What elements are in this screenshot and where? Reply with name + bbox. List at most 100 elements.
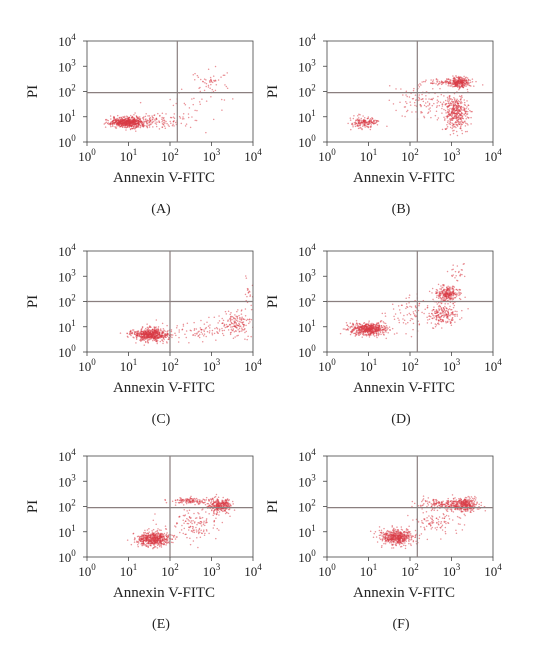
- event-point-d-2: [456, 310, 458, 313]
- event-point-c-1: [250, 318, 253, 321]
- event-point-e-0: [145, 544, 147, 547]
- event-point-b-0: [375, 120, 377, 122]
- event-point-b-2: [465, 122, 467, 124]
- event-point-b-4: [430, 82, 432, 84]
- event-point-b-3: [427, 105, 429, 107]
- event-point-b-0: [377, 120, 379, 122]
- event-point-d-4: [462, 263, 465, 265]
- event-point-a-0: [135, 130, 137, 132]
- event-point-a-0: [144, 115, 147, 118]
- x-tick-label: 103: [443, 147, 461, 164]
- event-point-b-1: [470, 85, 472, 87]
- event-point-b-3: [418, 97, 421, 100]
- event-point-c-0: [138, 334, 140, 336]
- event-point-c-0: [129, 332, 132, 334]
- event-point-b-2: [465, 112, 467, 115]
- event-point-c-2: [194, 334, 196, 337]
- event-point-c-1: [234, 320, 236, 322]
- event-point-c-1: [241, 328, 243, 331]
- event-point-d-0: [365, 334, 368, 337]
- event-point-b-4: [436, 79, 439, 81]
- event-point-d-0: [383, 327, 385, 330]
- event-point-d-3: [431, 327, 434, 329]
- event-point-e-0: [130, 543, 133, 546]
- event-point-c-3: [250, 304, 252, 307]
- event-point-e-0: [156, 539, 158, 541]
- event-point-e-3: [189, 537, 191, 540]
- event-point-e-1: [218, 514, 220, 516]
- event-point-d-1: [454, 293, 456, 296]
- event-point-d-3: [409, 313, 412, 316]
- event-point-a-0: [141, 124, 144, 127]
- event-point-e-0: [139, 536, 141, 539]
- event-point-b-2: [453, 105, 455, 107]
- event-point-e-2: [199, 499, 201, 501]
- event-point-c-0: [166, 335, 169, 338]
- event-point-c-0: [164, 332, 167, 335]
- event-point-a-2: [211, 81, 214, 84]
- event-point-c-2: [176, 325, 178, 327]
- event-point-b-2: [452, 126, 454, 128]
- event-point-d-0: [366, 325, 368, 328]
- event-point-d-1: [446, 289, 449, 292]
- event-point-a-0: [128, 123, 131, 125]
- event-point-e-0: [158, 529, 161, 531]
- event-point-b-0: [355, 122, 358, 124]
- y-tick-label: 102: [58, 83, 76, 100]
- event-point-e-0: [141, 544, 143, 547]
- event-point-c-0: [141, 336, 143, 338]
- event-point-d-3: [431, 317, 434, 320]
- event-point-e-1: [210, 500, 213, 502]
- event-point-b-0: [349, 117, 352, 119]
- event-point-d-0: [374, 327, 376, 329]
- event-point-c-0: [162, 337, 165, 339]
- event-point-b-0: [353, 122, 356, 124]
- event-point-d-3: [409, 305, 411, 308]
- event-point-d-1: [444, 299, 446, 302]
- event-point-b-3: [442, 101, 445, 103]
- event-point-d-2: [446, 307, 448, 310]
- event-point-a-0: [116, 118, 118, 120]
- y-tick-label: 102: [58, 293, 76, 310]
- event-point-c-1: [229, 313, 231, 316]
- event-point-b-3: [425, 95, 427, 97]
- event-point-c-1: [250, 308, 253, 311]
- event-point-b-0: [363, 117, 366, 119]
- event-point-a-1: [152, 117, 155, 119]
- event-point-e-0: [142, 542, 144, 544]
- event-point-c-3: [245, 277, 248, 279]
- event-point-d-1: [446, 297, 449, 299]
- event-point-b-2: [460, 106, 463, 108]
- y-tick-label: 103: [58, 472, 76, 489]
- event-point-c-0: [168, 336, 170, 339]
- event-point-e-0: [148, 531, 150, 533]
- event-point-e-3: [174, 525, 176, 527]
- event-point-a-2: [203, 89, 206, 92]
- y-tick-label: 101: [298, 108, 316, 125]
- event-point-a-0: [113, 116, 115, 118]
- event-point-d-0: [354, 335, 357, 337]
- event-point-b-0: [355, 119, 357, 121]
- event-point-d-2: [451, 312, 454, 314]
- event-point-a-0: [144, 118, 147, 121]
- event-point-b-3: [428, 104, 431, 106]
- event-point-e-2: [179, 497, 181, 499]
- event-point-d-2: [440, 302, 443, 305]
- event-point-c-0: [159, 340, 162, 343]
- event-point-c-0: [130, 331, 132, 333]
- event-point-b-2: [447, 98, 449, 100]
- event-point-a-0: [147, 115, 149, 117]
- event-point-b-4: [431, 82, 434, 85]
- event-point-d-0: [375, 324, 378, 326]
- event-point-a-1: [148, 126, 151, 128]
- event-point-b-0: [352, 126, 354, 128]
- event-point-e-2: [180, 500, 183, 502]
- event-point-d-0: [372, 332, 375, 334]
- event-point-b-2: [454, 125, 456, 128]
- event-point-b-1: [467, 78, 470, 81]
- event-point-b-2: [450, 117, 453, 120]
- event-point-d-3: [373, 328, 375, 330]
- event-point-d-0: [371, 330, 374, 332]
- event-point-a-2: [215, 84, 218, 86]
